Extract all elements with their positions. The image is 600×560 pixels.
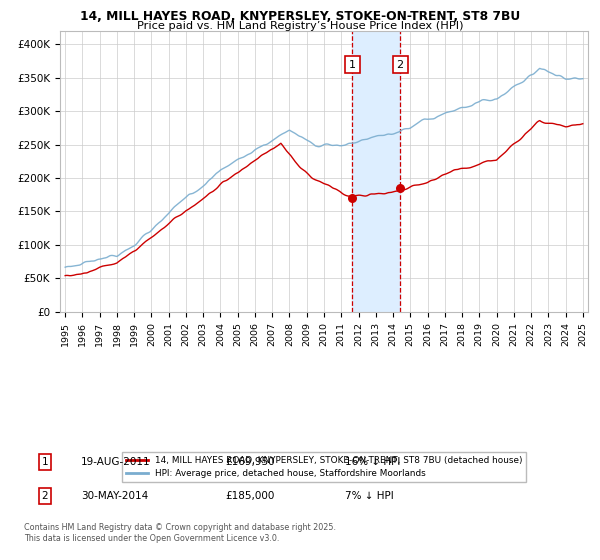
Legend: 14, MILL HAYES ROAD, KNYPERSLEY, STOKE-ON-TRENT, ST8 7BU (detached house), HPI: : 14, MILL HAYES ROAD, KNYPERSLEY, STOKE-O… [122,452,526,482]
Text: 1: 1 [41,457,49,467]
Text: 7% ↓ HPI: 7% ↓ HPI [345,491,394,501]
Point [347,194,357,203]
Bar [352,31,400,312]
Text: Contains HM Land Registry data © Crown copyright and database right 2025.
This d: Contains HM Land Registry data © Crown c… [24,524,336,543]
Text: 2: 2 [41,491,49,501]
Text: £169,950: £169,950 [225,457,275,467]
Text: £185,000: £185,000 [225,491,274,501]
Text: 1: 1 [349,59,356,69]
Text: Price paid vs. HM Land Registry’s House Price Index (HPI): Price paid vs. HM Land Registry’s House … [137,21,463,31]
Text: 16% ↓ HPI: 16% ↓ HPI [345,457,400,467]
Point [395,184,405,193]
Text: 19-AUG-2011: 19-AUG-2011 [81,457,151,467]
Text: 14, MILL HAYES ROAD, KNYPERSLEY, STOKE-ON-TRENT, ST8 7BU: 14, MILL HAYES ROAD, KNYPERSLEY, STOKE-O… [80,10,520,22]
Text: 30-MAY-2014: 30-MAY-2014 [81,491,148,501]
Text: 2: 2 [397,59,404,69]
